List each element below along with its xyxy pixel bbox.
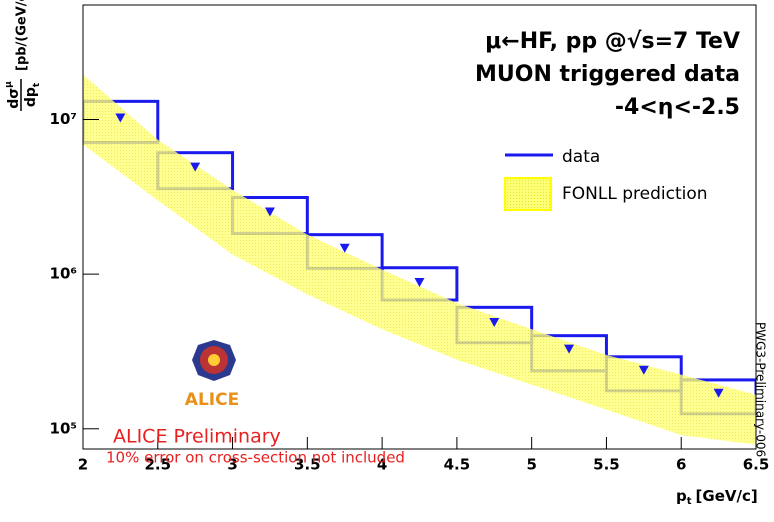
x-tick-label: 4 — [377, 456, 387, 474]
legend: data FONLL prediction — [504, 147, 708, 211]
title-line: MUON triggered data — [475, 62, 740, 87]
x-tick-label: 3 — [227, 456, 237, 474]
data-marker — [713, 388, 724, 398]
title-line: -4<η<-2.5 — [615, 95, 740, 120]
x-tick-label: 6.5 — [743, 456, 770, 474]
y-label-part: dσ — [6, 88, 22, 109]
y-label-sub: t — [32, 82, 42, 87]
side-note: PWG3-Preliminary-006 — [754, 322, 768, 457]
x-tick-label: 3.5 — [294, 456, 321, 474]
y-label-part: dp — [23, 87, 39, 107]
y-label-sup: μ — [4, 81, 14, 88]
data-marker — [564, 344, 575, 354]
x-tick-label: 5.5 — [593, 456, 620, 474]
annotation: 10% error on cross-section not included — [106, 449, 405, 467]
y-tick-label: 10⁵ — [50, 419, 77, 437]
legend-label: FONLL prediction — [562, 184, 708, 204]
data-marker — [489, 318, 500, 328]
data-marker — [414, 277, 425, 287]
x-tick-label: 2 — [78, 456, 88, 474]
y-label-den: dpt — [23, 82, 42, 107]
x-tick-label: 2.5 — [144, 456, 171, 474]
title-line: μ←HF, pp @√s=7 TeV — [485, 29, 740, 54]
fonll-band — [83, 74, 756, 445]
alice-logo: ALICE — [185, 340, 239, 410]
x-tick-label: 5 — [526, 456, 536, 474]
y-label-units: [pb/(GeV/c)] — [15, 0, 30, 71]
y-label-num: dσμ — [4, 81, 23, 109]
data-marker — [264, 207, 275, 217]
data-marker — [339, 243, 350, 253]
x-label-main: p — [676, 487, 687, 505]
legend-label: data — [562, 147, 600, 167]
data-marker — [115, 113, 126, 123]
frame — [82, 4, 757, 450]
logo-center — [208, 354, 220, 366]
plot-area — [83, 74, 756, 445]
x-label-units: [GeV/c] — [696, 487, 758, 505]
data-marker — [638, 365, 649, 375]
x-tick-label: 4.5 — [444, 456, 471, 474]
logo-text: ALICE — [185, 390, 239, 410]
axes: 2 2.5 3 3.5 4 4.5 5 5.5 6 6.5 10⁵ 10⁶ 10⁷ — [50, 110, 770, 474]
annotation: ALICE Preliminary — [113, 426, 281, 448]
y-tick-label: 10⁶ — [50, 265, 77, 283]
x-label-sub: t — [687, 496, 692, 507]
y-axis-label: dσμ dpt [pb/(GeV/c)] — [4, 0, 42, 111]
x-tick-label: 6 — [676, 456, 686, 474]
x-axis-label: pt [GeV/c] — [676, 487, 758, 508]
legend-swatch — [504, 177, 552, 211]
y-tick-label: 10⁷ — [50, 110, 77, 128]
data-marker — [190, 162, 201, 172]
